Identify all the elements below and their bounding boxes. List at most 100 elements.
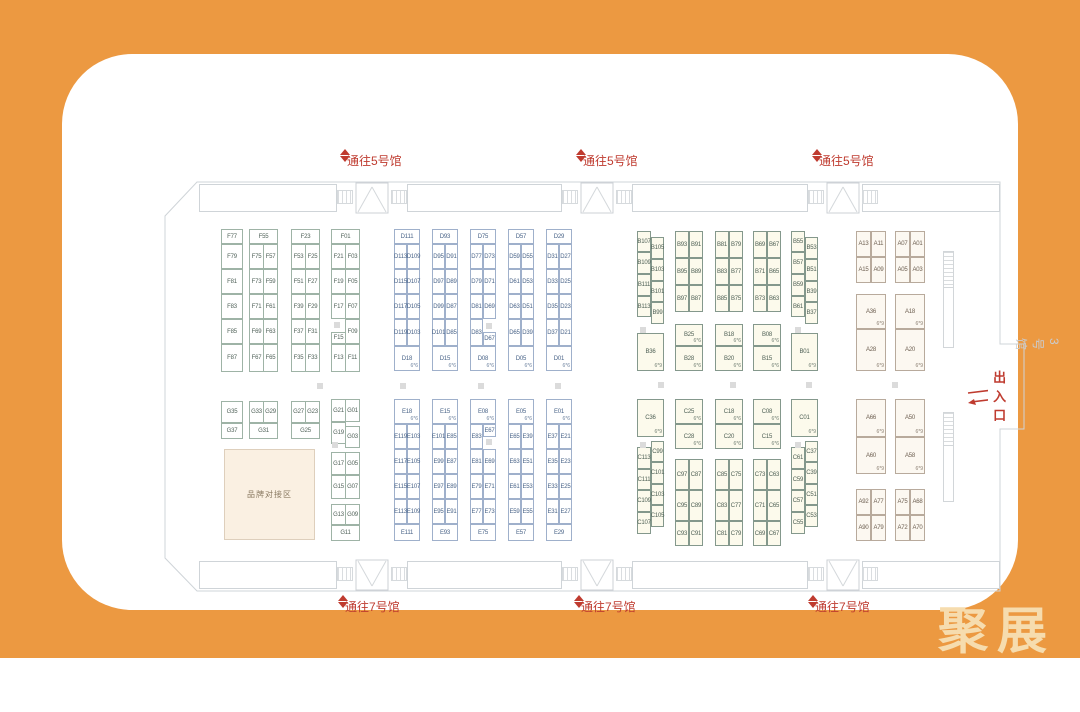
- booth-C51: C51: [805, 484, 818, 505]
- booth-E33: E33: [546, 474, 559, 499]
- booth-A01: A01: [910, 231, 925, 257]
- booth-C87: C87: [689, 459, 703, 490]
- booth-F79: F79: [221, 244, 243, 269]
- booth-G19: G19: [331, 422, 346, 444]
- booth-F37: F37: [291, 319, 306, 344]
- pillar-icon: [892, 382, 898, 388]
- nav-label-text: 通往5号馆: [583, 152, 638, 169]
- booth-C57: C57: [791, 490, 805, 512]
- booth-D89: D89: [445, 269, 458, 294]
- booth-E31: E31: [546, 499, 559, 524]
- booth-B87: B87: [689, 285, 703, 312]
- booth-D75: D75: [470, 229, 496, 244]
- booth-A07: A07: [895, 231, 910, 257]
- booth-C89: C89: [689, 490, 703, 521]
- booth-E79: E79: [470, 474, 483, 499]
- nav-label-text: 通往5号馆: [819, 152, 874, 169]
- corridor-box: [862, 184, 1000, 212]
- booth-F13: F13: [331, 344, 346, 372]
- booth-F63: F63: [263, 319, 278, 344]
- booth-A05: A05: [895, 257, 910, 283]
- booth-E89: E89: [445, 474, 458, 499]
- booth-D53: D53: [521, 269, 534, 294]
- booth-B51: B51: [805, 259, 818, 281]
- booth-B91: B91: [689, 231, 703, 258]
- booth-B85: B85: [715, 285, 729, 312]
- booth-E77: E77: [470, 499, 483, 524]
- booth-D33: D33: [546, 269, 559, 294]
- booth-E81: E81: [470, 449, 483, 474]
- booth-G03: G03: [345, 426, 360, 448]
- corridor-box: [407, 184, 562, 212]
- booth-E67: E67: [483, 424, 496, 437]
- booth-G05: G05: [345, 452, 360, 475]
- pillar-icon: [486, 323, 492, 329]
- booth-G23: G23: [305, 401, 320, 423]
- booth-F53: F53: [291, 244, 306, 269]
- booth-A90: A90: [856, 515, 871, 541]
- booth-G27: G27: [291, 401, 306, 423]
- booth-F03: F03: [345, 244, 360, 269]
- booth-B53: B53: [805, 237, 818, 259]
- booth-D93: D93: [432, 229, 458, 244]
- label-to-hall7-left: 通往7号馆: [338, 598, 400, 615]
- booth-E83: E83: [470, 424, 483, 449]
- escalator-icon: [943, 251, 954, 348]
- booth-E107: E107: [407, 474, 420, 499]
- booth-B83: B83: [715, 258, 729, 285]
- nav-label-text: 通往7号馆: [815, 598, 870, 615]
- booth-C69: C69: [753, 521, 767, 546]
- floor-plan: 通往5号馆 通往5号馆 通往5号馆 通往7号馆 通往7号馆 通往7号馆: [62, 54, 1018, 610]
- booth-E95: E95: [432, 499, 445, 524]
- booth-C73: C73: [753, 459, 767, 490]
- booth-C77: C77: [729, 490, 743, 521]
- booth-D97: D97: [432, 269, 445, 294]
- pillar-icon: [486, 439, 492, 445]
- gate-door-icon: [562, 182, 632, 214]
- entrance-label-text: 出入口: [993, 367, 1019, 424]
- booth-B71: B71: [753, 258, 767, 285]
- booth-E55: E55: [521, 499, 534, 524]
- booth-D69: D69: [483, 294, 496, 319]
- booth-E29: E29: [546, 524, 572, 541]
- booth-D105: D105: [407, 294, 420, 319]
- swap-arrows-icon: [963, 385, 988, 407]
- pillar-icon: [555, 383, 561, 389]
- pillar-icon: [658, 382, 664, 388]
- booth-E97: E97: [432, 474, 445, 499]
- booth-D27: D27: [559, 244, 572, 269]
- booth-F57: F57: [263, 244, 278, 269]
- booth-E75: E75: [470, 524, 496, 541]
- booth-A92: A92: [856, 489, 871, 515]
- booth-D81: D81: [470, 294, 483, 319]
- booth-E69: E69: [483, 449, 496, 474]
- pillar-icon: [478, 383, 484, 389]
- booth-A75: A75: [895, 489, 910, 515]
- booth-C83: C83: [715, 490, 729, 521]
- booth-B61: B61: [791, 296, 805, 317]
- booth-B97: B97: [675, 285, 689, 312]
- corridor-box: [862, 561, 1000, 589]
- booth-D39: D39: [521, 319, 534, 346]
- booth-C71: C71: [753, 490, 767, 521]
- booth-F77: F77: [221, 229, 243, 244]
- booth-G33: G33: [249, 401, 264, 423]
- booth-C111: C111: [637, 469, 651, 490]
- booth-D111: D111: [394, 229, 420, 244]
- booth-B69: B69: [753, 231, 767, 258]
- booth-B39: B39: [805, 281, 818, 302]
- booth-B63: B63: [767, 285, 781, 312]
- pillar-icon: [795, 442, 801, 448]
